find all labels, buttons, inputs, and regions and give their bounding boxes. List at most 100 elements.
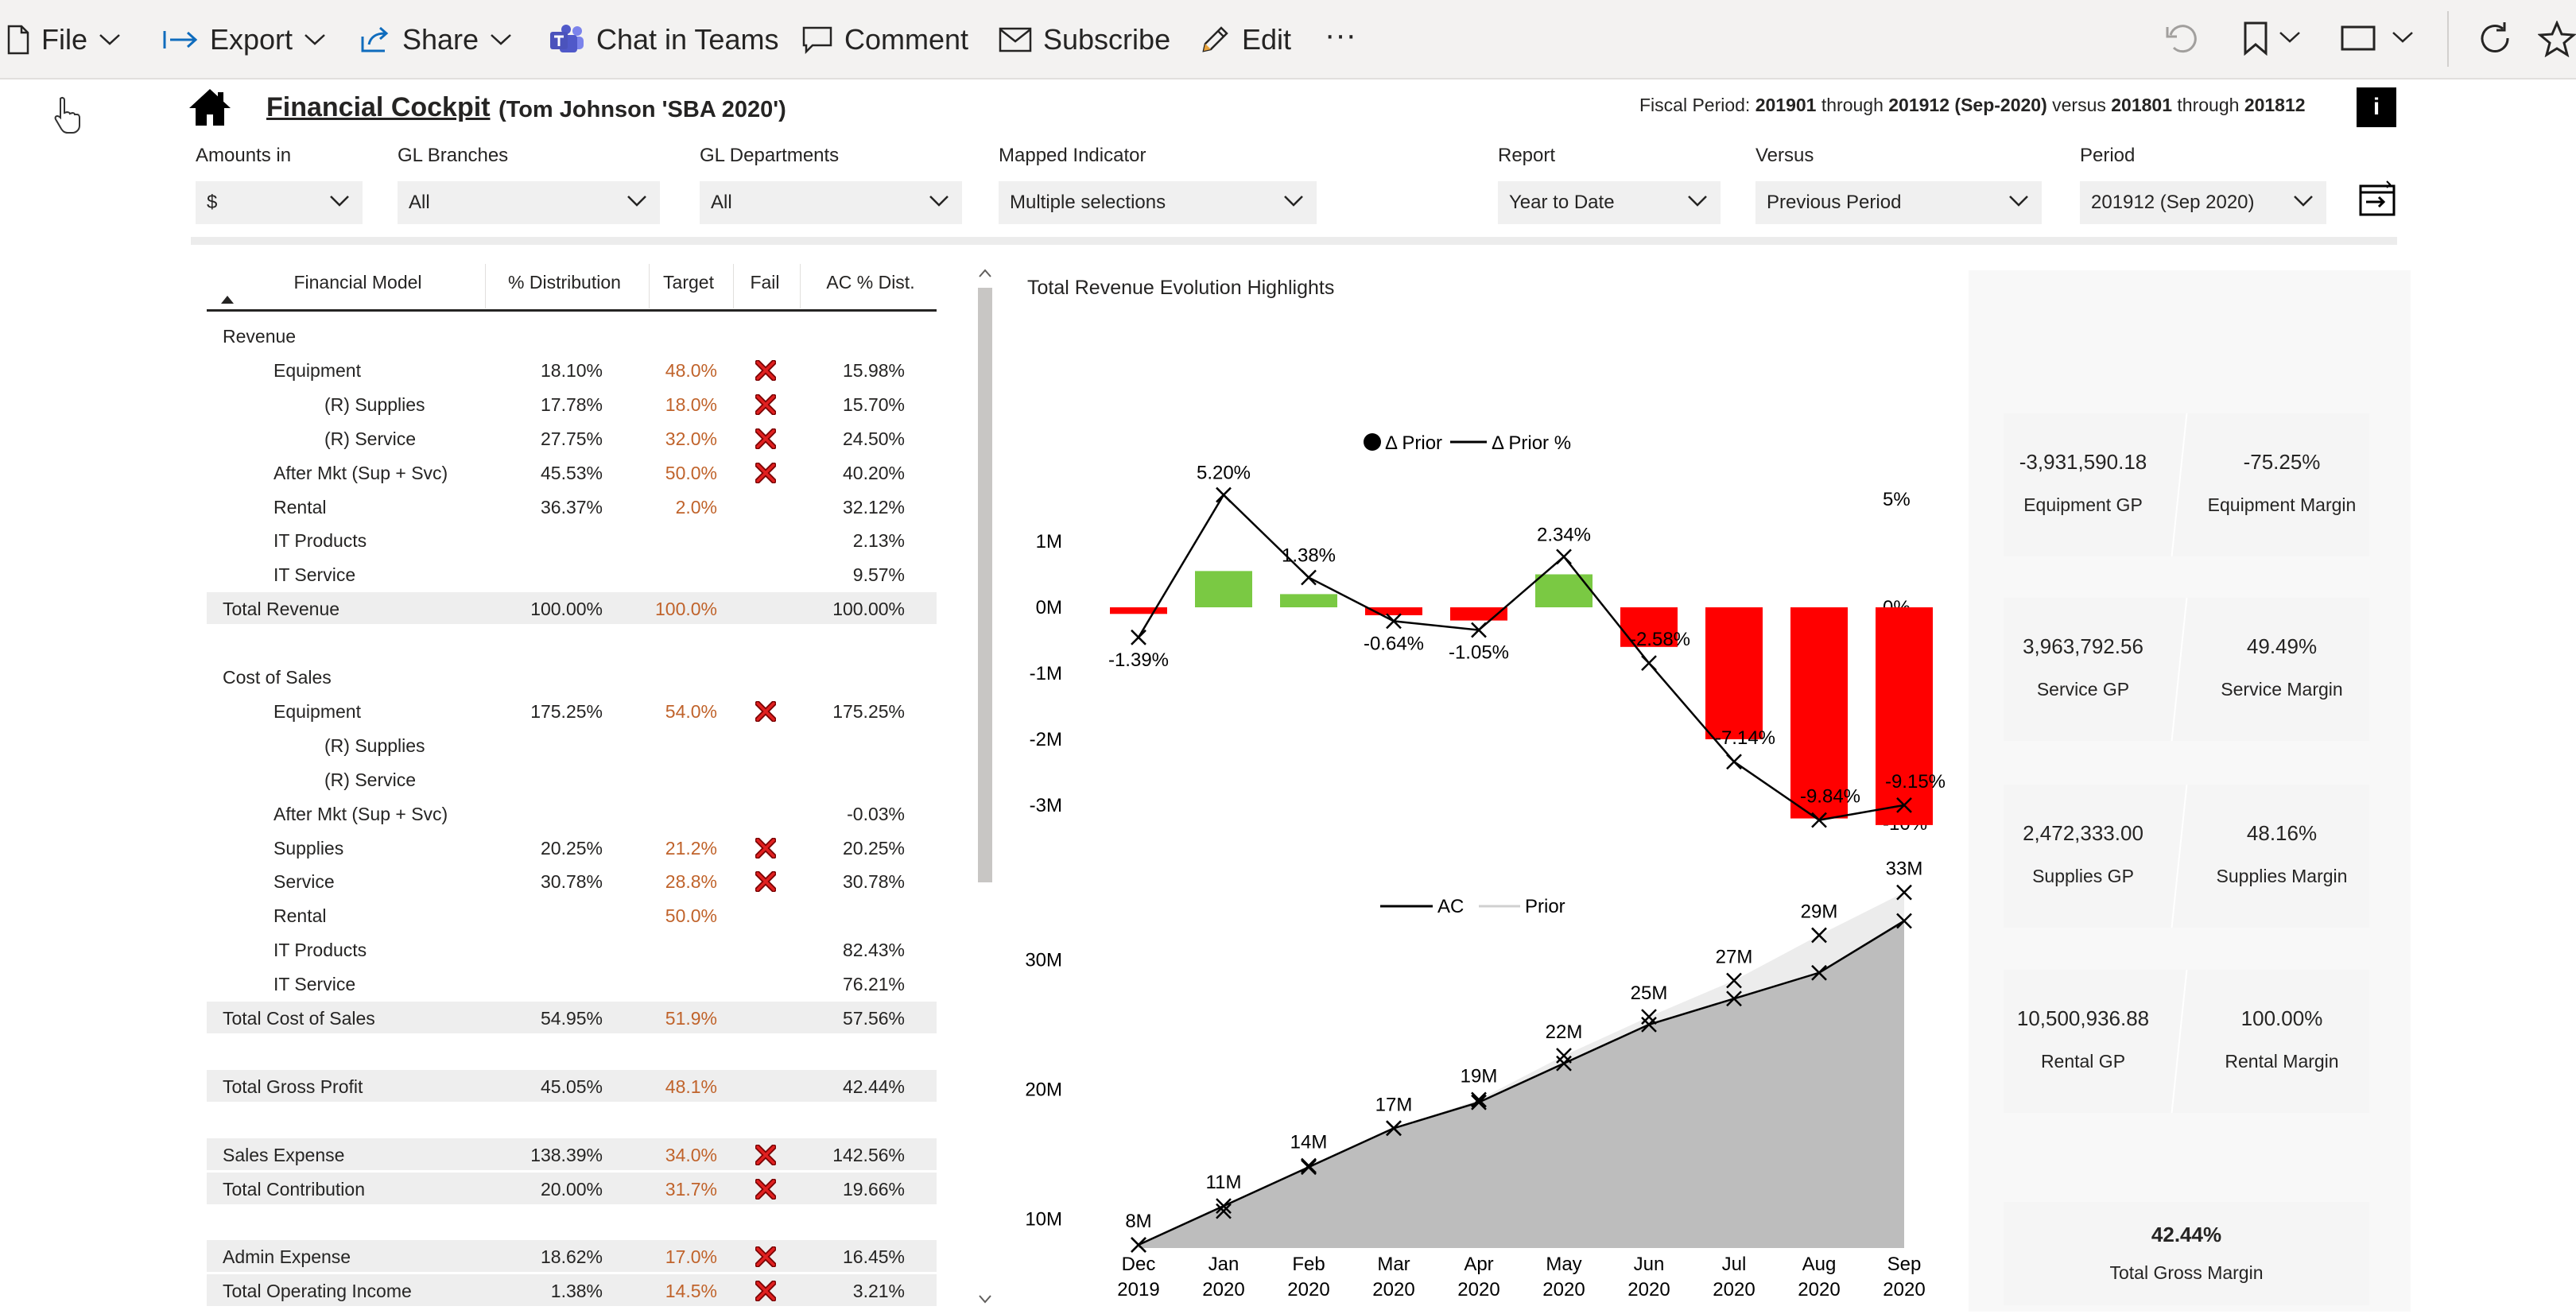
star-icon[interactable] [2538, 21, 2576, 57]
fail-x-icon [755, 428, 776, 449]
ac-value-label: 11M [1206, 1172, 1242, 1193]
table-row[interactable]: (R) Supplies [207, 729, 937, 761]
fail-x-icon [755, 1144, 776, 1165]
table-row[interactable]: Total Gross Profit 45.05% 48.1% 42.44% [207, 1069, 937, 1102]
table-row[interactable]: IT Service 76.21% [207, 967, 937, 999]
chevron-down-icon [2294, 196, 2313, 207]
scrollbar-thumb[interactable] [978, 288, 992, 882]
table-row[interactable]: Equipment 175.25% 54.0% 175.25% [207, 695, 937, 727]
table-row[interactable]: (R) Service [207, 763, 937, 795]
table-scrollbar[interactable] [976, 264, 994, 1312]
kpi-card[interactable]: 2,472,333.00 Supplies GP 48.16% Supplies Ma… [2004, 785, 2369, 928]
teams-icon [550, 25, 584, 52]
filter-value: Multiple selections [1010, 192, 1166, 213]
kpi-card-divider [2171, 413, 2188, 556]
refresh-icon[interactable] [2477, 21, 2514, 57]
subscribe-button[interactable]: Subscribe [999, 17, 1170, 62]
y-tick-left: -2M [1030, 729, 1062, 750]
table-row[interactable]: (R) Service 27.75% 32.0% 24.50% [207, 422, 937, 454]
table-row[interactable]: IT Products 2.13% [207, 524, 937, 556]
row-label: (R) Supplies [324, 393, 425, 415]
filter-dropdown[interactable]: Multiple selections [999, 181, 1317, 224]
delta-prior-pct-marker [1556, 548, 1572, 565]
row-label: Rental [274, 905, 327, 927]
table-row[interactable]: Total Contribution 20.00% 31.7% 19.66% [207, 1172, 937, 1204]
filter-dropdown[interactable]: All [398, 181, 660, 224]
table-spacer-row [207, 1036, 937, 1068]
more-options-button[interactable]: ··· [1325, 13, 1356, 57]
table-row[interactable]: Admin Expense 18.62% 17.0% 16.45% [207, 1240, 937, 1273]
delta-prior-pct-label: -0.64% [1364, 633, 1424, 654]
share-menu[interactable]: Share [359, 17, 523, 62]
filter-dropdown[interactable]: 201912 (Sep 2020) [2080, 181, 2326, 224]
bookmark-icon[interactable] [2242, 21, 2269, 56]
file-icon [7, 25, 29, 55]
row-ac-dist: 19.66% [842, 1178, 905, 1200]
home-icon[interactable] [188, 87, 232, 127]
scroll-down-icon[interactable] [978, 1294, 992, 1305]
table-row[interactable]: Rental 36.37% 2.0% 32.12% [207, 490, 937, 522]
table-row[interactable]: Supplies 20.25% 21.2% 20.25% [207, 831, 937, 863]
export-menu[interactable]: Export [162, 17, 337, 62]
kpi-margin-value: -75.25% [2243, 450, 2321, 474]
table-row[interactable]: Service 30.78% 28.8% 30.78% [207, 865, 937, 897]
kpi-gp-value: 2,472,333.00 [2023, 821, 2143, 845]
scroll-up-icon[interactable] [978, 267, 992, 278]
table-row[interactable]: Total Cost of Sales 54.95% 51.9% 57.56% [207, 1002, 937, 1033]
chat-in-teams-button[interactable]: Chat in Teams [549, 17, 778, 62]
table-row[interactable]: After Mkt (Sup + Svc) 45.53% 50.0% 40.20% [207, 456, 937, 488]
kpi-card[interactable]: 10,500,936.88 Rental GP 100.00% Rental Marg… [2004, 970, 2369, 1113]
row-label: Admin Expense [223, 1246, 351, 1268]
ac-value-label: 29M [1801, 901, 1838, 922]
x-tick-year: 2020 [1713, 1279, 1755, 1300]
table-row[interactable]: Total Revenue 100.00% 100.0% 100.00% [207, 592, 937, 625]
chevron-down-icon[interactable] [2392, 30, 2414, 45]
sort-ascending-icon[interactable] [221, 296, 234, 304]
comment-button[interactable]: Comment [801, 17, 968, 62]
filter-dropdown[interactable]: $ [196, 181, 363, 224]
col-fail[interactable]: Fail [750, 272, 780, 293]
table-row[interactable]: Revenue [207, 320, 937, 351]
legend-ac: AC [1437, 896, 1464, 917]
filter-dropdown[interactable]: All [700, 181, 962, 224]
table-row[interactable]: Rental 50.0% [207, 899, 937, 931]
view-icon[interactable] [2341, 25, 2376, 51]
filter-dropdown[interactable]: Previous Period [1755, 181, 2042, 224]
kpi-card[interactable]: -3,931,590.18 Equipment GP -75.25% Equipmen… [2004, 413, 2369, 556]
table-row[interactable]: Sales Expense 138.39% 34.0% 142.56% [207, 1138, 937, 1170]
undo-icon[interactable] [2164, 21, 2198, 56]
col-ac-dist[interactable]: AC % Dist. [826, 272, 915, 293]
table-row[interactable]: Equipment 18.10% 48.0% 15.98% [207, 354, 937, 386]
total-gross-margin-card[interactable]: 42.44% Total Gross Margin [2004, 1202, 2369, 1305]
col-target[interactable]: Target [663, 272, 714, 293]
delta-prior-pct-line [1137, 493, 1905, 821]
export-to-page-icon[interactable] [2358, 180, 2396, 218]
table-spacer-row [207, 1104, 937, 1136]
page-title[interactable]: Financial Cockpit [266, 92, 491, 122]
file-menu[interactable]: File [6, 17, 132, 62]
filter-value: 201912 (Sep 2020) [2091, 192, 2255, 213]
table-row[interactable]: IT Service 9.57% [207, 558, 937, 590]
row-ac-dist: 24.50% [842, 428, 905, 449]
filter-dropdown[interactable]: Year to Date [1498, 181, 1721, 224]
col-financial-model[interactable]: Financial Model [293, 272, 422, 293]
table-row[interactable]: IT Products 82.43% [207, 933, 937, 965]
kpi-card[interactable]: 3,963,792.56 Service GP 49.49% Service Marg… [2004, 598, 2369, 741]
fail-x-icon [755, 1178, 776, 1200]
table-row[interactable]: Total Operating Income 1.38% 14.5% 3.21% [207, 1274, 937, 1307]
filter-label: Report [1498, 145, 1556, 166]
col-distribution[interactable]: % Distribution [508, 272, 621, 293]
ac-value-label: 14M [1290, 1132, 1328, 1153]
edit-button[interactable]: Edit [1199, 17, 1291, 62]
ac-value-label: 19M [1461, 1065, 1498, 1087]
table-row[interactable]: After Mkt (Sup + Svc) -0.03% [207, 797, 937, 829]
row-distribution: 45.05% [540, 1076, 603, 1097]
prior-marker [1216, 1203, 1232, 1219]
row-distribution: 20.25% [540, 837, 603, 859]
chevron-down-icon[interactable] [2279, 30, 2301, 45]
info-button[interactable]: i [2357, 87, 2396, 127]
row-distribution: 36.37% [540, 496, 603, 517]
table-row[interactable]: (R) Supplies 17.78% 18.0% 15.70% [207, 388, 937, 420]
table-row[interactable]: Cost of Sales [207, 661, 937, 692]
